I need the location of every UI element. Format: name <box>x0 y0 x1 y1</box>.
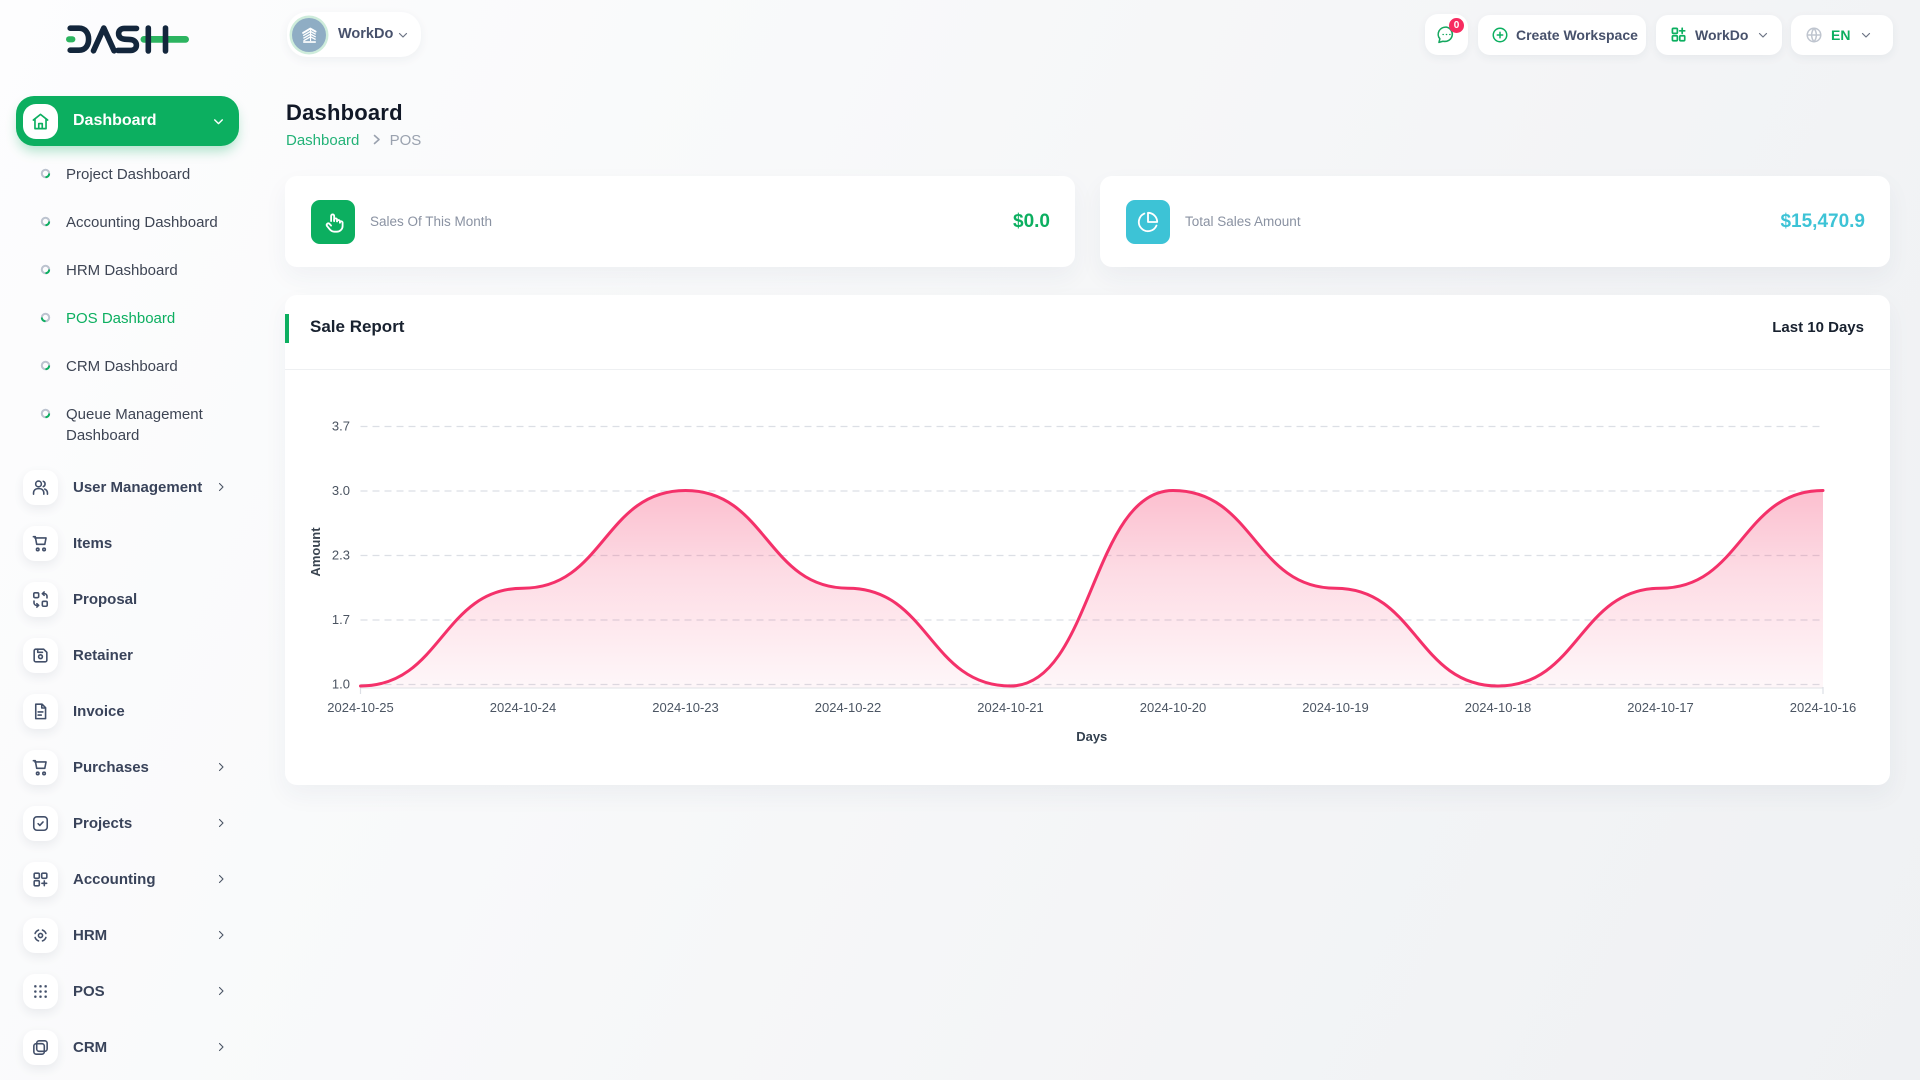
svg-text:1.0: 1.0 <box>332 677 350 692</box>
svg-text:2024-10-22: 2024-10-22 <box>815 700 882 715</box>
svg-text:3.7: 3.7 <box>332 419 350 434</box>
svg-text:2024-10-17: 2024-10-17 <box>1627 700 1694 715</box>
svg-text:2024-10-20: 2024-10-20 <box>1140 700 1207 715</box>
svg-text:2024-10-24: 2024-10-24 <box>490 700 557 715</box>
svg-text:2024-10-19: 2024-10-19 <box>1302 700 1369 715</box>
svg-text:2024-10-21: 2024-10-21 <box>977 700 1044 715</box>
svg-text:2024-10-23: 2024-10-23 <box>652 700 719 715</box>
svg-text:Amount: Amount <box>308 527 323 577</box>
svg-text:2024-10-16: 2024-10-16 <box>1790 700 1857 715</box>
svg-text:Days: Days <box>1076 729 1107 744</box>
svg-text:3.0: 3.0 <box>332 483 350 498</box>
svg-text:2.3: 2.3 <box>332 548 350 563</box>
svg-text:1.7: 1.7 <box>332 612 350 627</box>
svg-text:2024-10-18: 2024-10-18 <box>1465 700 1532 715</box>
svg-text:2024-10-25: 2024-10-25 <box>327 700 394 715</box>
